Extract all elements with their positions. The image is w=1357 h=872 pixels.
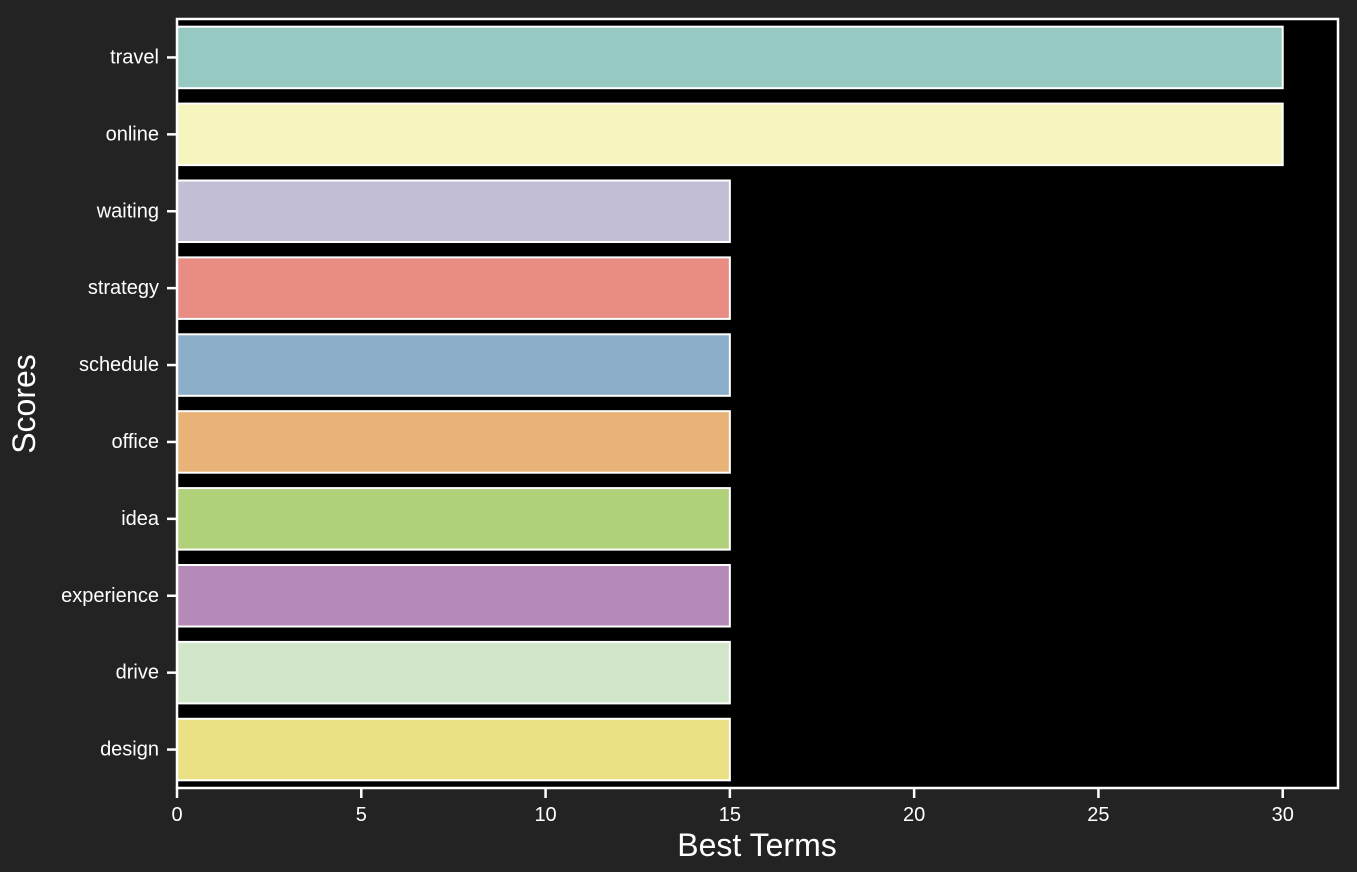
y-tick-label: office [112,431,159,453]
y-tick-label: experience [61,585,159,607]
bar-strategy [176,256,731,320]
x-axis-title: Best Terms [677,827,836,863]
y-tick-label: drive [116,662,159,684]
x-tick-label: 10 [534,804,556,826]
y-tick-label: travel [110,46,159,68]
bar-schedule [176,333,731,397]
x-tick-label: 5 [356,804,367,826]
bar-online [176,102,1284,167]
x-tick-label: 0 [171,804,182,826]
y-tick-label: strategy [88,277,159,299]
x-tick-label: 20 [903,804,925,826]
y-tick-label: online [106,123,159,145]
x-tick-label: 25 [1087,804,1109,826]
bar-idea [176,487,731,551]
bar-office [176,410,731,474]
y-tick-label: waiting [96,200,159,222]
y-tick-label: schedule [79,354,159,376]
y-tick-label: design [100,739,159,761]
y-axis-ticks: travel online waiting strategy schedule offic… [61,46,177,761]
bar-drive [176,640,731,705]
bar-design [176,717,731,782]
bars-group [176,25,1284,782]
bar-waiting [176,179,731,244]
y-tick-label: idea [121,508,160,530]
x-axis-ticks: 0 5 10 15 20 25 30 [171,788,1294,826]
y-axis-title: Scores [6,354,42,454]
bar-travel [176,25,1284,90]
x-tick-label: 30 [1272,804,1294,826]
plot-frame [175,17,1340,790]
bar-experience [176,563,731,628]
x-tick-label: 15 [719,804,741,826]
